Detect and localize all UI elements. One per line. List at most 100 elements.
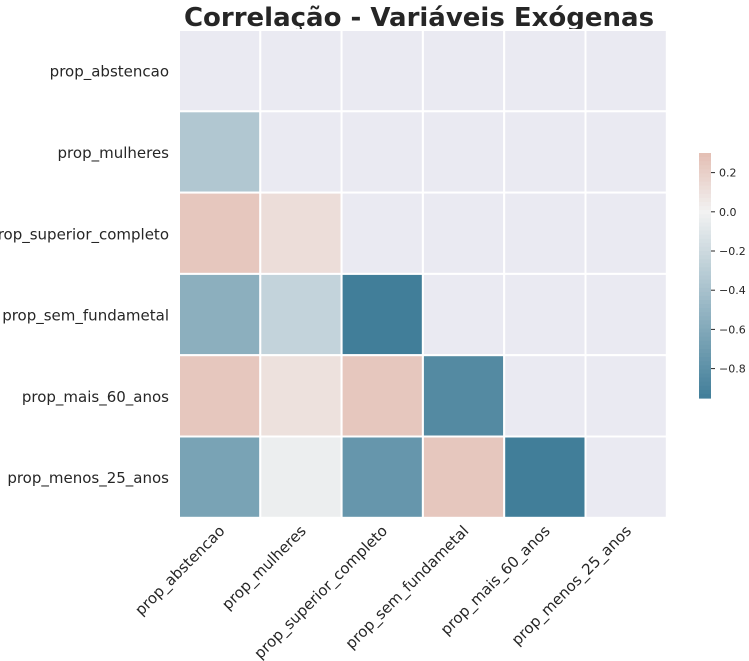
- colorbar-segment: [699, 365, 711, 371]
- colorbar-segment: [699, 283, 711, 289]
- heatmap-cell-masked: [259, 29, 343, 113]
- heatmap-cell-masked: [421, 110, 506, 194]
- row-label: prop_mulheres: [58, 144, 170, 163]
- row-label: prop_superior_completo: [0, 225, 169, 244]
- column-label: prop_mulheres: [218, 522, 310, 614]
- colorbar-segment: [699, 210, 711, 215]
- colorbar-segment: [699, 295, 711, 301]
- colorbar-segment: [699, 291, 711, 297]
- colorbar-segment: [699, 340, 711, 346]
- row-label: prop_sem_fundametal: [2, 307, 169, 326]
- colorbar-segment: [699, 230, 711, 236]
- colorbar-segment: [699, 377, 711, 383]
- colorbar-segment: [699, 287, 711, 293]
- colorbar-segment: [699, 185, 711, 191]
- heatmap-cell-masked: [503, 29, 587, 113]
- colorbar-segment: [699, 165, 711, 170]
- colorbar-segment: [699, 304, 711, 309]
- heatmap-cell: [503, 435, 587, 519]
- heatmap-cell-masked: [259, 110, 343, 194]
- colorbar-segment: [699, 385, 711, 391]
- colorbar-tick-label: −0.2: [719, 245, 746, 258]
- colorbar-tick-label: −0.4: [719, 284, 746, 297]
- colorbar-segment: [699, 251, 711, 256]
- colorbar-segment: [699, 157, 711, 162]
- colorbar-segment: [699, 193, 711, 199]
- colorbar-segment: [699, 255, 711, 260]
- heatmap-cell-masked: [340, 191, 424, 275]
- row-label: prop_mais_60_anos: [22, 388, 169, 407]
- colorbar-segment: [699, 300, 711, 305]
- heatmap-cell: [178, 435, 262, 519]
- colorbar-segment: [699, 275, 711, 281]
- colorbar-segment: [699, 373, 711, 379]
- column-labels: prop_abstencaoprop_mulheresprop_superior…: [131, 522, 635, 661]
- colorbar-segment: [699, 349, 711, 354]
- heatmap-cell: [178, 272, 262, 357]
- heatmap-cell: [259, 435, 343, 519]
- heatmap-cell: [178, 110, 262, 194]
- row-label: prop_abstencao: [50, 63, 169, 82]
- colorbar-segment: [699, 357, 711, 362]
- heatmap-cell-masked: [584, 354, 668, 438]
- colorbar-segment: [699, 153, 711, 158]
- chart-title: Correlação - Variáveis Exógenas: [184, 3, 654, 33]
- colorbar-segment: [699, 259, 711, 264]
- heatmap-cell-masked: [178, 29, 262, 113]
- colorbar-segment: [699, 320, 711, 326]
- heatmap-cell-masked: [421, 29, 506, 113]
- heatmap-cell-masked: [503, 110, 587, 194]
- colorbar-segment: [699, 222, 711, 228]
- heatmap-cell-masked: [584, 191, 668, 275]
- heatmap-cell-masked: [340, 29, 424, 113]
- colorbar-segment: [699, 316, 711, 322]
- colorbar-segment: [699, 177, 711, 183]
- colorbar-segment: [699, 332, 711, 338]
- heatmap-cell: [340, 354, 424, 438]
- colorbar-segment: [699, 226, 711, 232]
- colorbar-segment: [699, 206, 711, 211]
- colorbar-segment: [699, 393, 711, 399]
- colorbar-tick-label: 0.0: [719, 206, 737, 219]
- colorbar-segment: [699, 181, 711, 187]
- column-label: prop_abstencao: [131, 522, 229, 620]
- column-label: prop_superior_completo: [250, 522, 391, 661]
- colorbar-segment: [699, 189, 711, 195]
- colorbar-segment: [699, 324, 711, 330]
- heatmap-cell-masked: [584, 272, 668, 357]
- colorbar-segment: [699, 197, 711, 203]
- heatmap-cell-masked: [503, 272, 587, 357]
- colorbar-segment: [699, 344, 711, 350]
- colorbar-segment: [699, 238, 711, 244]
- heatmap-cell: [340, 272, 424, 357]
- colorbar-segment: [699, 263, 711, 268]
- colorbar-segment: [699, 218, 711, 224]
- heatmap-cell: [340, 435, 424, 519]
- colorbar-segment: [699, 246, 711, 252]
- colorbar: 0.2 0.0 −0.2 −0.4 −0.6 −0.8: [699, 153, 746, 399]
- heatmap-cell-masked: [503, 354, 587, 438]
- heatmap-cells: [178, 29, 668, 519]
- colorbar-tick-label: −0.6: [719, 323, 746, 336]
- heatmap-cell-masked: [584, 435, 668, 519]
- colorbar-segment: [699, 161, 711, 166]
- colorbar-segment: [699, 308, 711, 313]
- colorbar-tick-label: −0.8: [719, 363, 746, 376]
- heatmap-cell: [259, 272, 343, 357]
- heatmap-cell: [259, 354, 343, 438]
- heatmap-cell-masked: [584, 110, 668, 194]
- colorbar-segment: [699, 169, 711, 175]
- heatmap-cell-masked: [421, 191, 506, 275]
- colorbar-segment: [699, 369, 711, 375]
- colorbar-segment: [699, 361, 711, 366]
- colorbar-segment: [699, 234, 711, 240]
- heatmap-cell-masked: [584, 29, 668, 113]
- heatmap-cell: [178, 354, 262, 438]
- colorbar-segment: [699, 202, 711, 207]
- colorbar-segment: [699, 173, 711, 179]
- colorbar-segment: [699, 279, 711, 285]
- colorbar-segment: [699, 381, 711, 387]
- colorbar-segment: [699, 242, 711, 248]
- row-labels: prop_abstencao prop_mulheres prop_superior…: [0, 63, 170, 488]
